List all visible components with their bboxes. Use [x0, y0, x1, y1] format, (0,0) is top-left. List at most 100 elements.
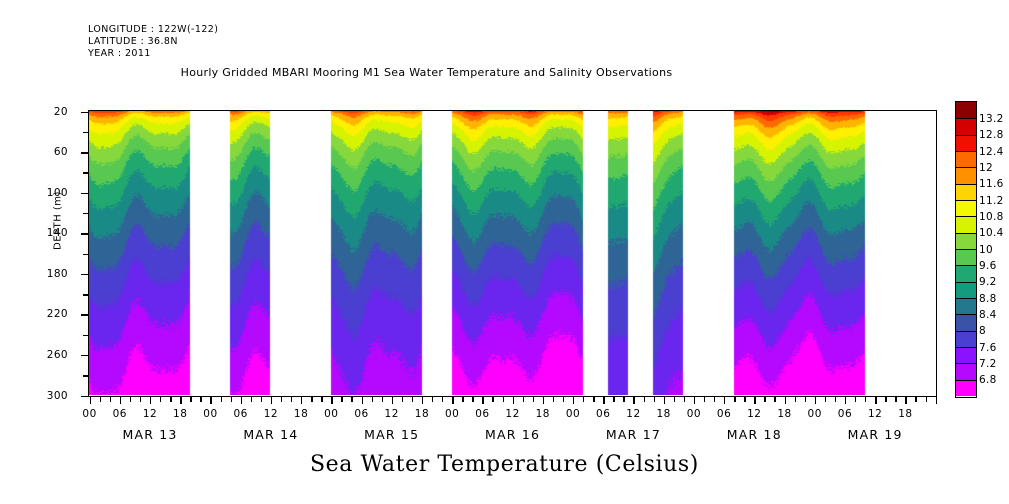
y-axis-tick-label: 300 [46, 389, 68, 402]
x-axis-tick [482, 397, 484, 404]
x-axis-minor-tick [532, 397, 535, 402]
x-axis-hour-label: 06 [596, 408, 611, 420]
x-axis-minor-tick [442, 397, 444, 402]
y-axis-tick-label: 60 [53, 146, 68, 159]
x-axis-hour-label: 12 [867, 408, 883, 420]
x-axis-minor-tick [855, 397, 857, 402]
colorbar-divider [956, 330, 976, 332]
x-axis-tick [301, 397, 303, 404]
x-axis-tick [633, 397, 635, 404]
x-axis-minor-tick [109, 397, 112, 402]
x-axis-hour-label: 12 [747, 408, 762, 420]
colorbar-divider [956, 200, 976, 201]
x-axis-minor-tick [351, 397, 353, 402]
x-axis-day-label: MAR 14 [243, 427, 299, 442]
x-axis-minor-tick [220, 397, 222, 402]
x-axis-minor-tick [99, 397, 102, 402]
x-axis-tick [150, 397, 152, 404]
x-axis-minor-tick [341, 397, 343, 402]
x-axis-minor-tick [653, 397, 655, 402]
colorbar [955, 101, 977, 398]
x-axis-minor-tick [129, 397, 132, 402]
colorbar-divider [956, 347, 976, 348]
colorbar-tick-label: 11.6 [979, 178, 1004, 191]
colorbar-divider [956, 151, 976, 152]
y-axis-minor-tick [83, 131, 88, 134]
colorbar-band [956, 249, 976, 266]
colorbar-title: Sea Water Temperature (Celsius) [310, 452, 699, 477]
x-axis-minor-tick [371, 397, 373, 402]
colorbar-divider [956, 314, 976, 316]
x-axis-minor-tick [804, 397, 807, 402]
x-axis-minor-tick [583, 397, 585, 402]
x-axis-hour-label: 00 [203, 408, 218, 420]
x-axis-hour-label: 06 [475, 408, 490, 420]
colorbar-divider [956, 281, 976, 283]
x-axis-tick [270, 397, 273, 404]
colorbar-band [956, 281, 976, 299]
y-axis-minor-tick [83, 294, 88, 296]
colorbar-divider [956, 379, 976, 381]
x-axis-minor-tick [190, 397, 192, 402]
y-axis-tick [81, 355, 88, 357]
x-axis-minor-tick [764, 397, 766, 402]
x-axis-hour-label: 00 [324, 408, 339, 420]
colorbar-divider [956, 216, 976, 218]
x-axis-minor-tick [925, 397, 927, 402]
y-axis-minor-tick [83, 375, 88, 377]
colorbar-divider [956, 118, 976, 120]
colorbar-divider [956, 249, 976, 250]
x-axis-tick [573, 397, 575, 404]
temperature-heatmap [89, 111, 935, 395]
x-axis-day-label: MAR 15 [364, 427, 420, 442]
colorbar-band [956, 200, 976, 217]
x-axis-minor-tick [432, 397, 434, 402]
x-axis-minor-tick [824, 397, 827, 402]
x-axis-tick [89, 397, 91, 404]
x-axis-hour-label: 06 [837, 408, 853, 420]
x-axis-day-label: MAR 17 [605, 427, 662, 442]
x-axis-minor-tick [794, 397, 796, 402]
x-axis-hour-label: 00 [807, 408, 822, 420]
x-axis-tick [935, 397, 937, 404]
x-axis-hour-label: 00 [82, 408, 97, 420]
x-axis-minor-tick [915, 397, 917, 402]
x-axis-minor-tick [250, 397, 253, 402]
colorbar-tick-label: 9.2 [979, 276, 997, 289]
x-axis-hour-label: 12 [626, 408, 641, 420]
colorbar-divider [956, 183, 976, 185]
x-axis-day-label: MAR 13 [122, 427, 178, 442]
x-axis-tick [603, 397, 605, 404]
y-axis-tick [81, 192, 88, 195]
x-axis-tick [905, 397, 907, 404]
colorbar-tick-label: 13.2 [979, 112, 1004, 125]
colorbar-tick-label: 9.6 [979, 259, 997, 272]
x-axis-minor-tick [139, 397, 142, 402]
x-axis-minor-tick [401, 397, 404, 402]
colorbar-tick-label: 10.8 [979, 210, 1004, 223]
x-axis-hour-label: 06 [233, 408, 248, 420]
x-axis-minor-tick [734, 397, 736, 402]
x-axis-minor-tick [865, 397, 867, 402]
x-axis-hour-label: 00 [444, 408, 460, 420]
x-axis-hour-label: 00 [686, 408, 702, 420]
plot-area [88, 110, 937, 397]
y-axis-label: DEPTH (m) [52, 191, 64, 250]
x-axis-minor-tick [703, 397, 706, 402]
x-axis-hour-label: 12 [142, 408, 158, 420]
x-axis-tick [512, 397, 514, 404]
y-axis-minor-tick [83, 172, 88, 174]
x-axis-minor-tick [885, 397, 887, 402]
y-axis-tick [81, 152, 88, 154]
x-axis-minor-tick [613, 397, 615, 402]
x-axis-tick [663, 397, 666, 404]
x-axis-minor-tick [160, 397, 162, 402]
x-axis-minor-tick [774, 397, 776, 402]
x-axis-minor-tick [280, 397, 283, 402]
x-axis-minor-tick [643, 397, 645, 402]
x-axis-minor-tick [623, 397, 625, 402]
x-axis-minor-tick [411, 397, 414, 402]
x-axis-minor-tick [714, 397, 716, 402]
colorbar-band [956, 118, 976, 136]
colorbar-divider [956, 232, 976, 234]
